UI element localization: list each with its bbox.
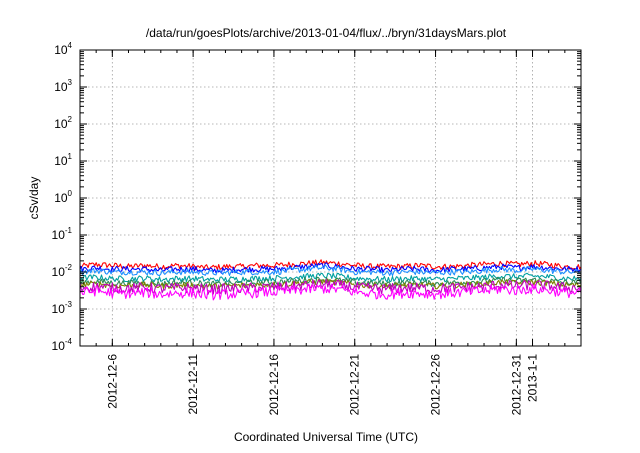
y-tick-label-base: 10: [54, 117, 68, 131]
y-tick-label: 103: [54, 78, 72, 94]
y-tick-label-base: 10: [54, 80, 68, 94]
x-tick-label: 2012-12-6: [105, 354, 119, 409]
y-tick-label-exponent: 4: [68, 41, 73, 50]
chart-title: /data/run/goesPlots/archive/2013-01-04/f…: [146, 26, 507, 40]
y-tick-label: 10-1: [52, 226, 73, 242]
y-tick-label: 10-2: [52, 263, 73, 279]
y-tick-label-exponent: -1: [65, 226, 73, 235]
y-tick-label-exponent: -2: [65, 263, 73, 272]
plot-frame: [79, 49, 582, 347]
x-tick-label: 2012-12-11: [186, 354, 200, 415]
x-tick-label: 2012-12-26: [429, 354, 443, 416]
y-tick-label: 102: [54, 115, 72, 131]
grid: [80, 50, 581, 346]
y-tick-label: 10-4: [52, 337, 73, 353]
y-tick-label-exponent: -3: [65, 300, 73, 309]
x-tick-label: 2012-12-31: [509, 354, 523, 416]
y-tick-label-exponent: 2: [68, 115, 73, 124]
series-line: [79, 283, 582, 301]
y-tick-label: 100: [54, 189, 72, 205]
y-tick-label: 104: [54, 41, 72, 57]
series-layer: [79, 259, 582, 301]
series-line: [79, 264, 582, 277]
x-tick-label: 2012-12-16: [267, 354, 281, 416]
y-tick-label-base: 10: [54, 191, 68, 205]
y-tick-label-exponent: 1: [68, 152, 73, 161]
x-tick-label: 2012-12-21: [348, 354, 362, 416]
y-tick-label: 101: [54, 152, 72, 168]
y-tick-label-exponent: 3: [68, 78, 73, 87]
y-tick-label-base: 10: [54, 154, 68, 168]
series-line: [79, 278, 582, 290]
y-tick-label: 10-3: [52, 300, 73, 316]
y-tick-label-base: 10: [52, 302, 66, 316]
y-tick-label-base: 10: [52, 339, 66, 353]
y-tick-label-base: 10: [52, 265, 66, 279]
y-tick-label-base: 10: [54, 43, 68, 57]
y-axis-label: cSv/day: [27, 177, 41, 220]
y-tick-label-exponent: 0: [68, 189, 73, 198]
series-line: [79, 262, 582, 274]
y-tick-label-exponent: -4: [65, 337, 73, 346]
series-line: [79, 272, 582, 283]
x-axis: 2012-12-6 2012-12-11 2012-12-16 2012-12-21 2…: [79, 50, 582, 416]
x-axis-label: Coordinated Universal Time (UTC): [234, 430, 418, 444]
x-tick-label: 2013-1-1: [526, 354, 540, 402]
y-tick-label-base: 10: [52, 228, 66, 242]
